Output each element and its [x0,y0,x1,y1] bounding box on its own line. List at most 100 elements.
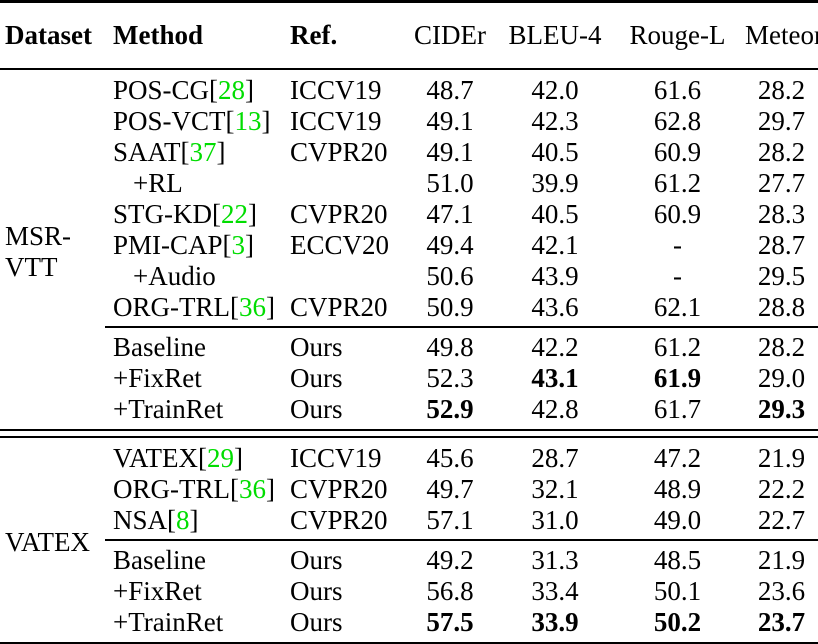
metric-value: 32.1 [531,473,579,504]
dataset-label: VATEX [0,437,105,644]
method-cell: POS-VCT[13] [113,105,271,136]
metric-value: 43.6 [531,291,579,322]
citation-link[interactable]: 22 [221,198,248,229]
metric-value: 40.5 [531,198,579,229]
metric-value: 21.9 [745,538,818,576]
column-header-rouge-l: Rouge-L [610,1,745,70]
table-row: MSR- VTT POS-CG[28] ICCV19 48.7 42.0 61.6 28.2 [0,69,818,282]
method-cell: +FixRet [105,363,280,394]
metric-value: 28.2 [757,136,806,167]
metric-value: 28.7 [757,229,806,260]
metric-value: 49.8 [400,325,500,363]
section-divider [0,428,818,438]
method-name: +Audio [133,260,216,291]
column-header-dataset: Dataset [0,1,105,70]
metric-value: 50.1 [653,575,702,606]
method-cell: NSA[8] [113,504,199,535]
metric-value: 33.4 [531,575,579,606]
method-name: Baseline [113,331,206,362]
method-name: POS-CG [113,74,210,105]
method-cell: PMI-CAP[3] [113,229,255,260]
citation-link[interactable]: 37 [189,136,217,167]
method-name: +FixRet [113,362,202,393]
method-name: +TrainRet [113,393,224,424]
method-name: STG-KD [113,198,212,229]
header-row: Dataset Method Ref. CIDEr BLEU-4 Rouge-L Meteo… [0,1,818,70]
column-header-method: Method [105,1,280,70]
metric-value: 39.9 [531,167,579,198]
citation-link[interactable]: 36 [239,473,266,504]
metric-value: 43.1 [531,362,579,393]
dataset-label-line: MSR- [5,220,72,251]
table-row: ORG-TRL[36] CVPR20 50.9 43.6 62.1 28.8 [0,292,818,327]
ref-cell: Ours [290,575,343,606]
metric-value: 22.2 [757,473,806,504]
metric-value: - [673,229,682,260]
metric-value: 28.7 [531,442,579,473]
metric-value: 50.6 [426,260,474,291]
method-cell: ORG-TRL[36] [113,473,275,504]
metric-value: 22.7 [757,504,806,535]
method-name: SAAT [113,136,181,167]
ref-cell: Ours [290,606,343,637]
table-row: STG-KD[22] CVPR20 47.1 40.5 60.9 28.3 [0,199,818,230]
column-header-meteor: Meteor [745,1,818,70]
metric-value: 42.3 [531,105,579,136]
metric-value: 62.8 [653,105,702,136]
column-header-ref-: Ref. [280,1,400,70]
dataset-label: MSR- VTT [0,69,105,430]
metric-value: 50.2 [653,606,702,637]
method-cell: +TrainRet [105,394,280,430]
citation-link[interactable]: 3 [231,229,246,260]
section-divider-rule [0,428,818,438]
citation-link[interactable]: 36 [239,291,266,322]
ref-cell: Ours [290,362,343,393]
method-name: +FixRet [113,575,202,606]
method-cell: Baseline [105,325,280,363]
metric-value: 45.6 [426,442,474,473]
metric-value: 40.5 [531,136,579,167]
metric-value: 42.8 [531,393,579,424]
citation-link[interactable]: 29 [207,442,235,473]
citation-link[interactable]: 28 [218,74,246,105]
metric-value: 52.9 [426,393,474,424]
column-header-bleu-4: BLEU-4 [500,1,610,70]
method-cell: SAAT[37] [113,136,226,167]
ref-cell: Ours [290,393,343,424]
metric-value: 29.3 [757,393,806,424]
method-name: +TrainRet [113,606,224,637]
metric-value: 48.5 [610,538,745,576]
table-body: MSR- VTT POS-CG[28] ICCV19 48.7 42.0 61.6 28.2 P… [0,69,818,644]
method-name: VATEX [113,442,199,473]
citation-link[interactable]: 13 [234,105,262,136]
metric-value: 23.6 [757,575,806,606]
metric-value: 56.8 [426,575,474,606]
table-row: Baseline Ours 49.8 42.2 61.2 28.2 [0,325,818,363]
table-row: VATEX VATEX[29] ICCV19 45.6 28.7 47.2 21.9 [0,437,818,557]
ref-cell: CVPR20 [290,136,388,167]
metric-value: 48.9 [653,473,702,504]
method-name: ORG-TRL [113,291,230,322]
table-row: SAAT[37] CVPR20 49.1 40.5 60.9 28.2 [0,137,818,168]
metric-value: 50.9 [426,291,474,322]
metric-value: 61.2 [653,167,702,198]
ref-cell: CVPR20 [290,473,388,504]
method-cell: POS-CG[28] [113,74,255,105]
metric-value: 61.7 [653,393,702,424]
ref-cell [280,261,400,292]
metric-value: 61.2 [610,325,745,363]
citation-link[interactable]: 8 [176,504,190,535]
method-name: NSA [113,504,168,535]
metric-value: 42.2 [500,325,610,363]
metric-value: 47.1 [426,198,474,229]
table-row: +TrainRet Ours 52.9 42.8 61.7 29.3 [0,394,818,430]
table-row: +RL 51.0 39.9 61.2 27.7 [0,168,818,199]
metric-value: 29.5 [757,260,806,291]
metric-value: 43.9 [531,260,579,291]
metric-value: 47.2 [653,442,702,473]
metric-value: 29.7 [757,105,806,136]
metric-value: 31.3 [500,538,610,576]
metric-value: 49.1 [426,105,474,136]
metric-value: 57.5 [426,606,474,637]
